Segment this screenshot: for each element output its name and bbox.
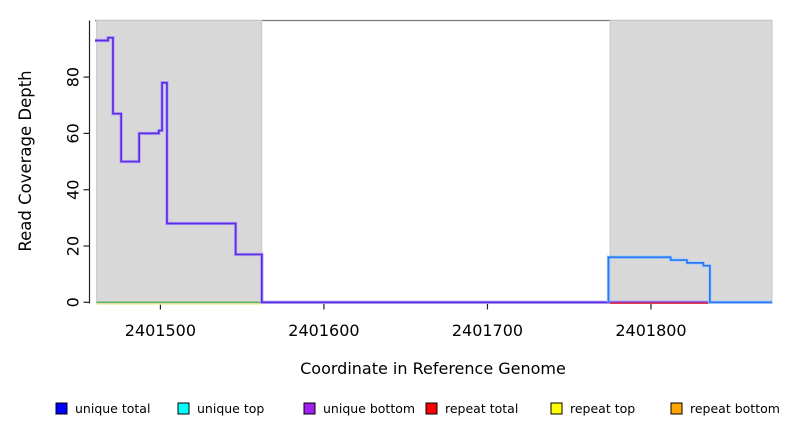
legend-item-repeat-bottom: repeat bottom — [670, 401, 780, 416]
legend-label: repeat total — [445, 401, 518, 416]
legend-label: unique bottom — [323, 401, 415, 416]
y-tick-label: 20 — [64, 236, 83, 256]
y-tick-label: 80 — [64, 67, 83, 87]
unique-total-swatch — [55, 402, 68, 415]
legend-item-repeat-top: repeat top — [550, 401, 635, 416]
legend-label: repeat top — [570, 401, 635, 416]
right-gray-region — [609, 20, 773, 304]
legend-item-unique-bottom: unique bottom — [303, 401, 415, 416]
legend-item-repeat-total: repeat total — [425, 401, 518, 416]
x-tick-label: 2401700 — [452, 321, 523, 340]
legend-label: unique top — [197, 401, 264, 416]
legend-label: unique total — [75, 401, 150, 416]
x-tick-label: 2401800 — [615, 321, 686, 340]
legend-item-unique-top: unique top — [177, 401, 264, 416]
legend-label: repeat bottom — [690, 401, 780, 416]
unique-bottom-swatch — [303, 402, 316, 415]
y-axis-title: Read Coverage Depth — [16, 70, 35, 251]
chart-layer: 0 20 40 60 80 2401500 2401600 2401700 2401800 — [64, 19, 773, 340]
legend-item-unique-total: unique total — [55, 401, 150, 416]
x-tick-label: 2401600 — [288, 321, 359, 340]
y-tick-label: 40 — [64, 180, 83, 200]
unique-top-swatch — [177, 402, 190, 415]
series-left-region-coverage — [95, 36, 772, 304]
repeat-total-swatch — [425, 402, 438, 415]
x-tick-label: 2401500 — [125, 321, 196, 340]
y-tick-label: 60 — [64, 123, 83, 143]
repeat-bottom-swatch — [670, 402, 683, 415]
x-axis-title: Coordinate in Reference Genome — [300, 359, 566, 378]
legend: unique total unique top unique bottom re… — [55, 401, 780, 416]
series-right-region-coverage — [607, 256, 772, 304]
y-tick-label: 0 — [64, 297, 83, 307]
repeat-top-swatch — [550, 402, 563, 415]
